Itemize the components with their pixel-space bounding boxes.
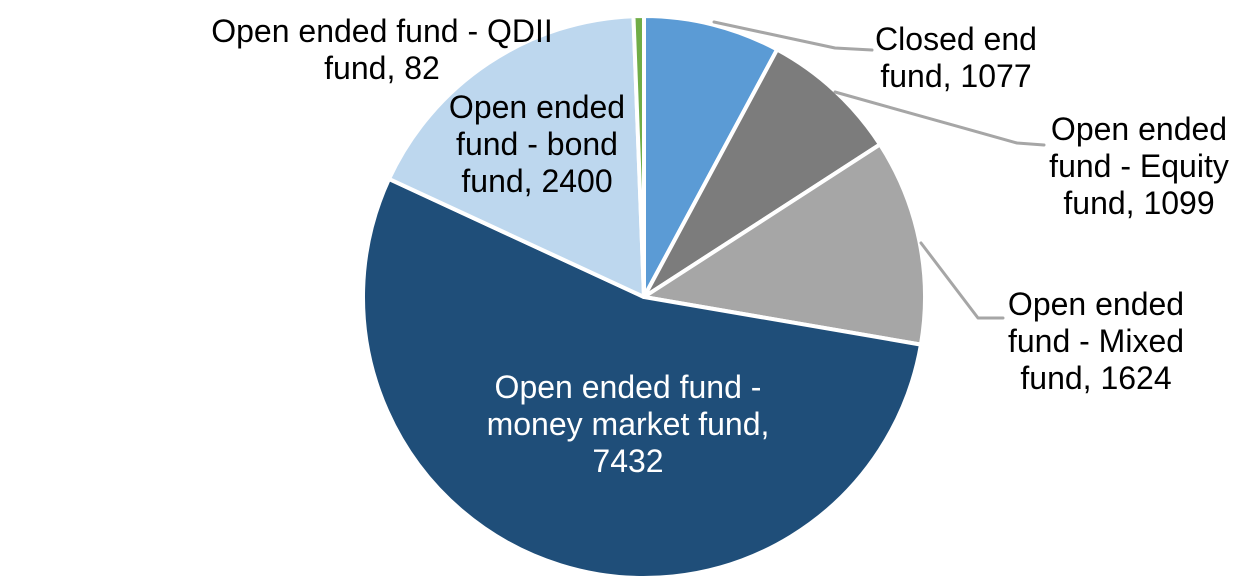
data-label-open-ended-fund-qdii-fund: Open ended fund - QDII fund, 82 xyxy=(211,13,553,87)
pie-slice-open-ended-fund-equity-fund xyxy=(642,47,882,299)
data-label-line: fund - bond xyxy=(456,126,618,162)
data-label-line: Open ended fund - xyxy=(494,369,762,405)
data-label-line: fund, 1099 xyxy=(1063,185,1215,221)
data-label-line: Closed end xyxy=(875,21,1037,57)
data-label-line: Open ended xyxy=(1050,111,1228,147)
pie-slice-open-ended-fund-money-market-fund xyxy=(361,176,923,580)
data-label-line: money market fund, xyxy=(486,406,770,442)
data-label-line: fund, 82 xyxy=(324,50,440,86)
data-label-line: fund - Mixed xyxy=(1007,323,1185,359)
data-label-open-ended-fund-mixed-fund: Open ended fund - Mixed fund, 1624 xyxy=(1008,286,1184,397)
data-label-line: fund, 1624 xyxy=(1020,360,1172,396)
leader-line-open-ended-fund-equity-fund xyxy=(833,90,1046,147)
data-label-closed-end-fund: Closed end fund, 1077 xyxy=(875,21,1037,95)
pie-slice-open-ended-fund-qdii-fund xyxy=(631,14,646,299)
pie-slice-open-ended-fund-bond-fund xyxy=(387,14,646,299)
data-label-open-ended-fund-bond-fund: Open ended fund - bond fund, 2400 xyxy=(449,89,625,200)
data-label-line: fund, 2400 xyxy=(461,163,613,199)
data-label-line: fund - Equity xyxy=(1049,148,1229,184)
leader-line-open-ended-fund-mixed-fund xyxy=(919,241,1005,320)
data-label-open-ended-fund-money-market-fund: Open ended fund - money market fund, 743… xyxy=(487,369,770,480)
data-label-line: fund, 1077 xyxy=(880,58,1032,94)
pie-slice-open-ended-fund-mixed-fund xyxy=(642,142,927,347)
data-label-open-ended-fund-equity-fund: Open ended fund - Equity fund, 1099 xyxy=(1049,111,1229,222)
leader-line-closed-end-fund xyxy=(712,20,874,52)
pie-slice-closed-end-fund xyxy=(642,14,780,299)
data-label-line: Open ended xyxy=(448,89,626,125)
data-label-line: Open ended fund - QDII xyxy=(211,13,553,49)
data-label-line: 7432 xyxy=(592,443,664,479)
leader-lines-group xyxy=(712,20,1046,320)
data-label-line: Open ended xyxy=(1007,286,1185,322)
pie-slices-group xyxy=(361,14,927,580)
